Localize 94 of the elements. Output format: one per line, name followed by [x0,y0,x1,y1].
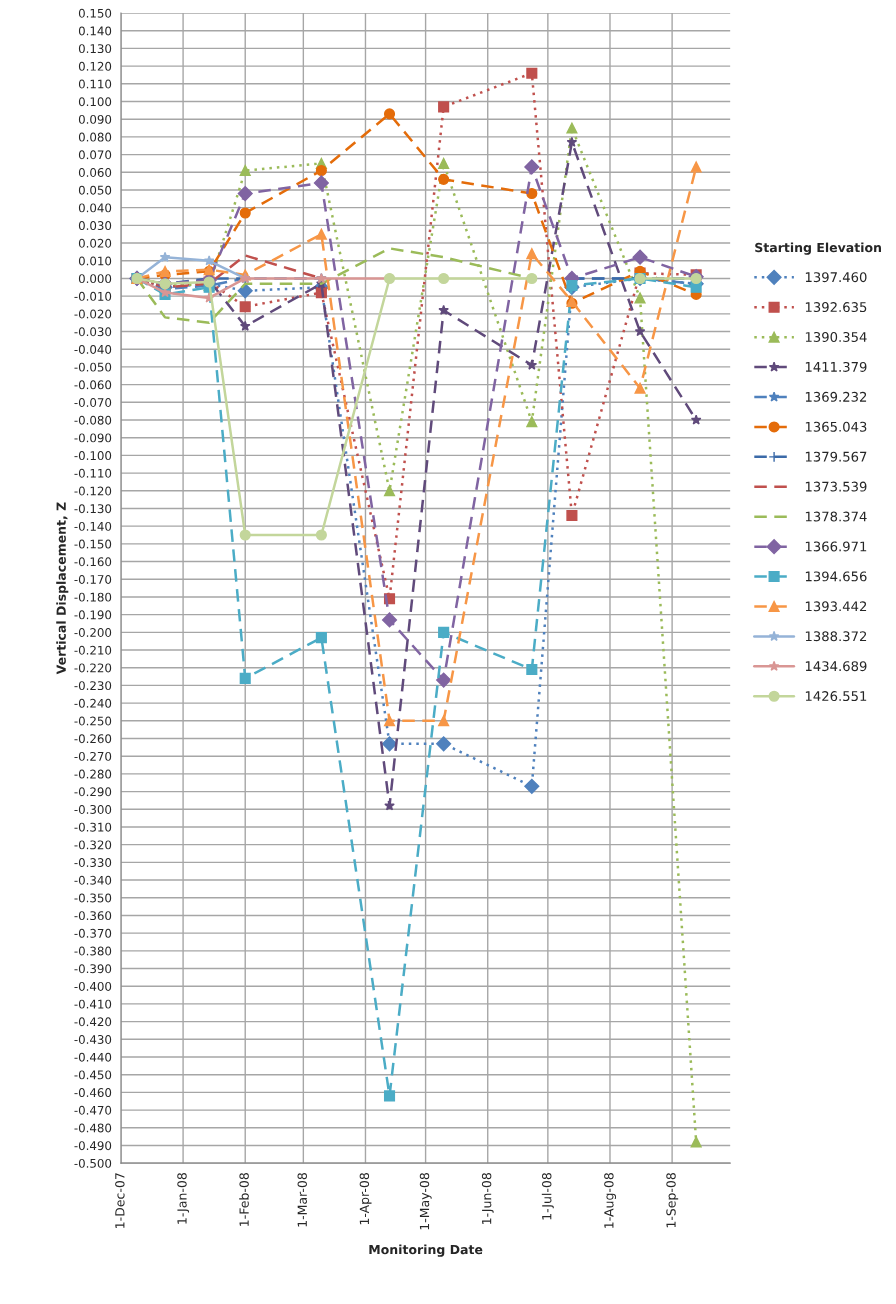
y-tick-label: -0.410 [74,999,112,1009]
y-tick-label: 0.050 [78,185,112,195]
y-tick-label: -0.430 [74,1035,112,1044]
legend-label: 1388.372 [805,631,867,642]
legend-label: 1393.442 [805,601,867,612]
x-tick-label: 1-Aug-08 [604,1173,617,1228]
y-tick-label: -0.280 [74,769,112,779]
x-axis-title: Monitoring Date [369,1244,483,1257]
x-tick-label: 1-Feb-08 [239,1173,249,1226]
y-tick-label: -0.040 [74,344,112,354]
y-tick-label: 0.090 [78,114,112,124]
y-tick-label: -0.080 [74,415,112,425]
y-tick-label: -0.120 [74,486,112,496]
y-tick-label: 0.060 [78,168,112,177]
y-tick-label: -0.180 [74,592,112,602]
x-tick-label: 1-Apr-08 [359,1173,372,1225]
y-tick-label: -0.020 [74,309,112,319]
y-tick-label: -0.270 [74,751,112,761]
y-tick-label: -0.470 [74,1105,112,1115]
legend-label: 1390.354 [805,332,867,342]
y-tick-label: -0.170 [74,574,112,584]
legend-label: 1366.971 [805,541,867,552]
y-tick-label: 0.010 [78,256,112,266]
legend-title: Starting Elevation [755,242,881,255]
y-tick-label: -0.350 [74,893,112,903]
y-tick-label: -0.050 [74,362,112,372]
y-tick-label: -0.190 [74,610,112,620]
y-tick-label: -0.260 [74,734,112,744]
y-tick-label: -0.240 [74,698,112,708]
y-tick-label: 0.110 [78,79,112,89]
y-tick-label: -0.400 [74,981,112,991]
legend-label: 1378.374 [805,511,867,522]
y-tick-label: -0.220 [74,663,112,673]
y-tick-label: 0.150 [78,8,112,18]
y-tick-label: 0.040 [78,203,112,213]
x-tick-label: 1-Jan-08 [177,1173,190,1224]
y-tick-label: -0.300 [74,805,112,814]
y-tick-label: -0.370 [74,928,112,938]
y-tick-label: -0.490 [74,1141,112,1151]
y-tick-label: -0.380 [74,946,112,956]
y-tick-label: -0.250 [74,716,112,726]
y-tick-label: 0.140 [78,26,112,36]
y-tick-label: -0.090 [74,433,112,443]
y-tick-label: -0.230 [74,681,112,691]
y-tick-label: -0.390 [74,964,112,974]
y-tick-label: -0.440 [74,1052,112,1062]
y-tick-label: -0.320 [74,840,112,850]
y-tick-label: -0.200 [74,628,112,637]
y-tick-label: -0.010 [74,291,112,301]
y-tick-label: -0.460 [74,1088,112,1098]
y-tick-label: -0.290 [74,787,112,797]
y-tick-label: -0.030 [74,327,112,337]
y-tick-label: 0.080 [78,132,112,142]
y-tick-label: 0.030 [78,221,112,231]
legend-label: 1379.567 [805,451,867,462]
x-tick-label: 1-Sep-08 [666,1173,679,1228]
legend-label: 1369.232 [805,391,867,402]
legend-label: 1411.379 [805,361,867,372]
legend-label: 1426.551 [805,691,867,702]
y-tick-label: 0.100 [78,97,112,107]
y-tick-label: -0.330 [74,858,112,868]
y-tick-label: -0.450 [74,1070,112,1080]
y-tick-label: 0.120 [78,61,112,71]
y-tick-label: -0.100 [74,451,112,461]
y-tick-label: -0.110 [74,468,112,478]
legend-label: 1373.539 [805,481,867,492]
y-tick-label: -0.360 [74,911,112,921]
y-tick-label: -0.340 [74,875,112,885]
legend-label: 1434.689 [805,661,867,672]
y-axis-title: Vertical Displacement, Z [56,502,69,675]
legend-label: 1392.635 [805,302,867,313]
x-tick-label: 1-Mar-08 [297,1173,307,1227]
y-tick-label: 0.070 [78,150,112,160]
y-tick-label: -0.420 [74,1017,112,1027]
y-tick-label: -0.210 [74,645,112,655]
legend-label: 1394.656 [805,571,867,582]
y-tick-label: -0.070 [74,398,112,407]
y-tick-label: 0.000 [78,274,112,284]
x-tick-label: 1-Dec-07 [115,1173,125,1228]
x-tick-label: 1-May-08 [419,1173,432,1230]
y-tick-label: -0.480 [74,1123,112,1133]
y-tick-label: -0.160 [74,557,112,567]
y-tick-label: -0.500 [74,1158,112,1168]
y-tick-label: -0.310 [74,822,112,832]
x-tick-label: 1-Jun-08 [481,1173,494,1224]
legend-label: 1397.460 [805,272,867,283]
y-tick-label: -0.140 [74,521,112,531]
y-tick-label: -0.060 [74,380,112,390]
y-tick-label: 0.020 [78,238,112,248]
y-tick-label: -0.150 [74,539,112,549]
x-tick-label: 1-Jul-08 [541,1173,554,1220]
y-tick-label: 0.130 [78,44,112,54]
legend-label: 1365.043 [805,421,867,432]
y-tick-label: -0.130 [74,504,112,514]
